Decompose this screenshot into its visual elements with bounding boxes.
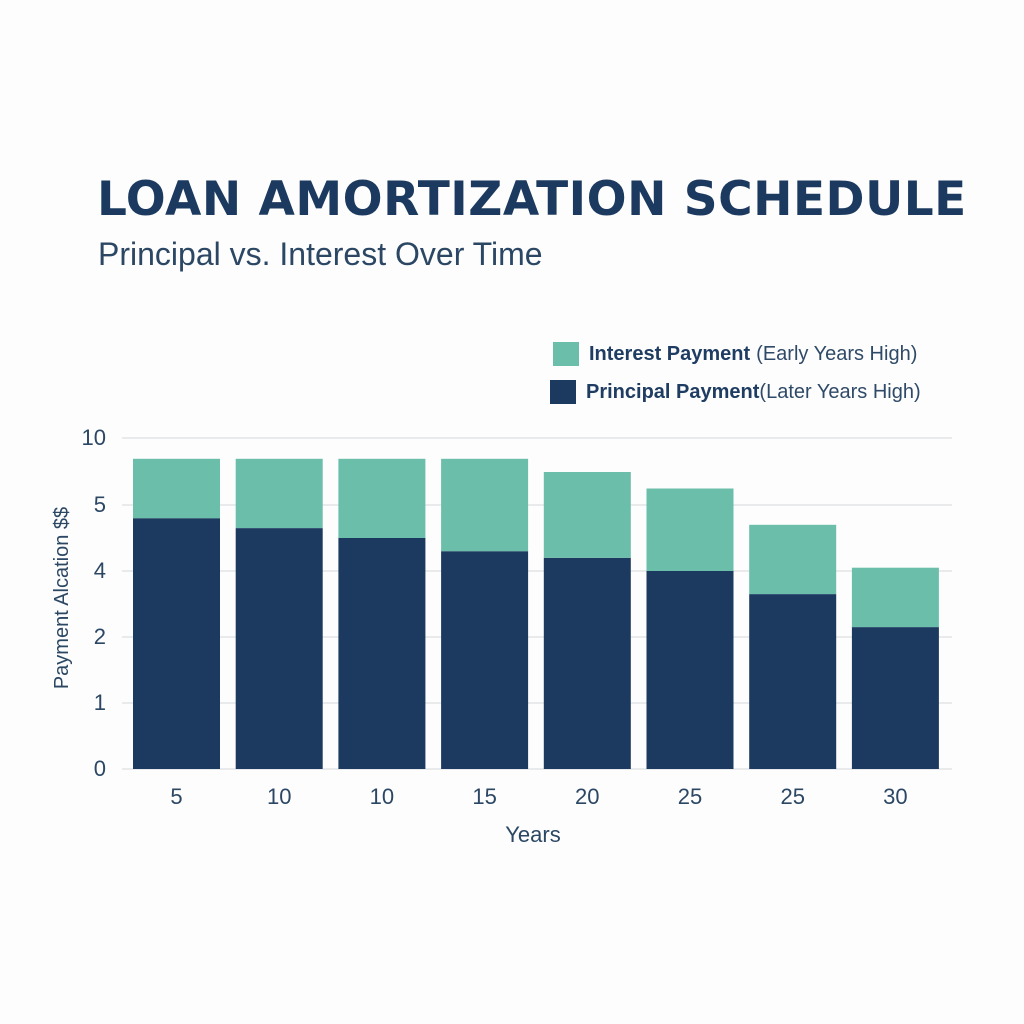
bar-principal: [338, 538, 426, 769]
bar-principal: [543, 557, 631, 769]
x-tick-label: 30: [883, 784, 907, 809]
x-tick-label: 20: [575, 784, 599, 809]
x-tick-label: 10: [370, 784, 394, 809]
bar-principal: [851, 627, 939, 769]
x-tick-label: 25: [780, 784, 804, 809]
bar-interest: [133, 458, 220, 519]
chart-subtitle: Principal vs. Interest Over Time: [98, 236, 543, 272]
x-tick-label: 5: [170, 784, 182, 809]
y-tick-label: 1: [94, 690, 106, 715]
x-axis-label: Years: [505, 822, 560, 847]
x-tick-label: 25: [678, 784, 702, 809]
y-tick-label: 10: [82, 425, 106, 450]
bar-interest: [851, 567, 939, 628]
y-tick-label: 4: [94, 558, 106, 583]
x-tick-label: 10: [267, 784, 291, 809]
bar-interest: [338, 458, 426, 538]
y-tick-label: 0: [94, 756, 106, 781]
y-tick-label: 2: [94, 624, 106, 649]
bar-principal: [646, 571, 734, 769]
bar-interest: [749, 524, 837, 595]
bar-interest: [441, 458, 529, 552]
chart-title: LOAN AMORTIZATION SCHEDULE: [97, 172, 967, 227]
bar-principal: [749, 594, 837, 769]
bar-principal: [235, 528, 323, 769]
bar-interest: [646, 488, 734, 571]
bar-principal: [441, 551, 529, 769]
bar-interest: [543, 472, 631, 558]
bar-principal: [133, 518, 220, 769]
y-tick-label: 5: [94, 492, 106, 517]
x-tick-label: 15: [472, 784, 496, 809]
y-axis-label: Payment Alcation $$: [51, 507, 73, 689]
bar-interest: [235, 458, 323, 529]
